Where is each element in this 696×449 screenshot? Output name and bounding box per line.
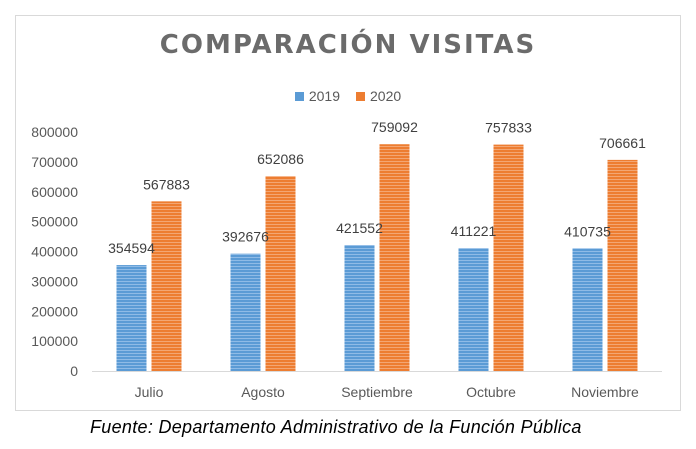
bar-2020-agosto bbox=[265, 176, 296, 371]
x-tick-label: Octubre bbox=[466, 384, 516, 400]
bar-2020-julio bbox=[151, 201, 182, 371]
legend-label-2020: 2020 bbox=[370, 88, 402, 104]
x-tick-label: Julio bbox=[135, 384, 164, 400]
data-label-2019-octubre: 411221 bbox=[451, 223, 497, 239]
y-tick-label: 0 bbox=[70, 363, 78, 379]
data-label-2020-julio: 567883 bbox=[143, 176, 190, 192]
source-note: Fuente: Departamento Administrativo de l… bbox=[90, 417, 582, 437]
data-label-2020-septiembre: 759092 bbox=[371, 119, 418, 135]
data-label-2020-agosto: 652086 bbox=[257, 151, 304, 167]
y-tick-label: 300000 bbox=[31, 273, 78, 289]
chart-title: COMPARACIÓN VISITAS bbox=[159, 30, 537, 60]
y-tick-label: 200000 bbox=[31, 303, 78, 319]
x-tick-label: Septiembre bbox=[341, 384, 413, 400]
y-tick-label: 100000 bbox=[31, 333, 78, 349]
bar-2019-septiembre bbox=[344, 245, 375, 371]
y-tick-label: 800000 bbox=[31, 124, 78, 140]
y-tick-label: 700000 bbox=[31, 154, 78, 170]
y-tick-label: 500000 bbox=[31, 214, 78, 230]
bar-2019-agosto bbox=[230, 253, 261, 371]
y-tick-label: 600000 bbox=[31, 184, 78, 200]
data-label-2019-agosto: 392676 bbox=[222, 229, 269, 245]
data-label-2019-julio: 354594 bbox=[108, 240, 155, 256]
data-label-2020-octubre: 757833 bbox=[485, 120, 532, 136]
legend: 2019 2020 bbox=[0, 88, 696, 104]
legend-item-2020: 2020 bbox=[356, 88, 401, 104]
y-tick-label: 400000 bbox=[31, 244, 78, 260]
legend-swatch-2019 bbox=[294, 91, 304, 101]
bar-2019-julio bbox=[116, 265, 147, 371]
x-tick-label: Agosto bbox=[241, 384, 285, 400]
bar-2019-noviembre bbox=[572, 248, 603, 371]
data-label-2020-noviembre: 706661 bbox=[599, 135, 646, 151]
bar-2019-octubre bbox=[458, 248, 489, 371]
bar-2020-octubre bbox=[493, 144, 524, 371]
legend-item-2019: 2019 bbox=[294, 88, 340, 104]
data-label-2019-noviembre: 410735 bbox=[564, 223, 611, 239]
bar-2020-septiembre bbox=[379, 144, 410, 371]
x-tick-label: Noviembre bbox=[571, 384, 639, 400]
legend-swatch-2020 bbox=[356, 91, 365, 101]
legend-label-2019: 2019 bbox=[308, 88, 340, 104]
bar-2020-noviembre bbox=[607, 159, 638, 371]
data-label-2019-septiembre: 421552 bbox=[336, 220, 383, 236]
